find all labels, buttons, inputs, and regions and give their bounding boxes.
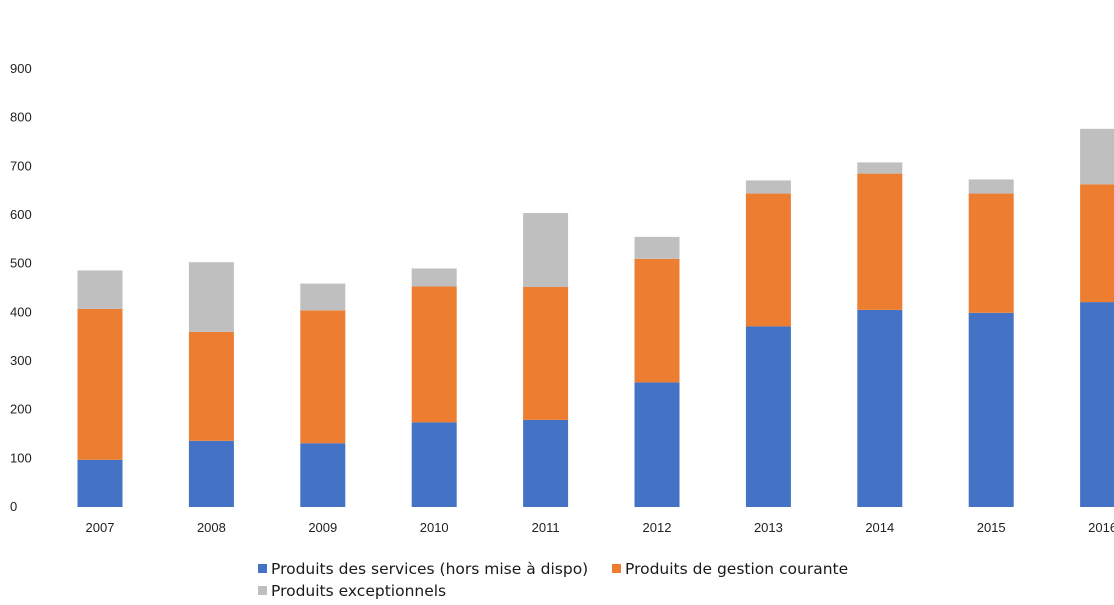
bar-segment-exceptionnels-2011 bbox=[523, 213, 569, 288]
x-axis: 2007 2008 2009 2010 2011 2012 2013 2014 2015 2016 bbox=[86, 520, 1114, 535]
bar-segment-gestion-courante-2011 bbox=[523, 287, 569, 420]
bar-segment-services-2010 bbox=[411, 422, 457, 507]
bar-segment-gestion-courante-2016 bbox=[1080, 184, 1114, 303]
bar-segment-exceptionnels-2013 bbox=[745, 180, 791, 194]
legend-label: Produits des services (hors mise à dispo… bbox=[271, 560, 588, 578]
bar-segment-services-2013 bbox=[745, 326, 791, 507]
bar-segment-gestion-courante-2008 bbox=[188, 331, 234, 441]
bar-segment-exceptionnels-2008 bbox=[188, 262, 234, 332]
bar-segment-services-2014 bbox=[857, 309, 903, 507]
legend-item-exceptionnels: Produits exceptionnels bbox=[258, 582, 446, 600]
y-tick-label: 600 bbox=[10, 207, 32, 222]
x-tick-label: 2007 bbox=[86, 520, 115, 535]
bar-stack-2010 bbox=[411, 268, 457, 507]
bar-segment-services-2009 bbox=[300, 443, 346, 507]
bar-segment-exceptionnels-2009 bbox=[300, 283, 346, 311]
x-tick-label: 2009 bbox=[308, 520, 337, 535]
bar-stack-2013 bbox=[745, 180, 791, 507]
legend-label: Produits de gestion courante bbox=[625, 560, 848, 578]
legend-item-gestion-courante: Produits de gestion courante bbox=[612, 560, 848, 578]
bar-stack-2007 bbox=[77, 270, 123, 507]
bar-stack-2009 bbox=[300, 283, 346, 507]
legend-swatch bbox=[612, 564, 621, 573]
x-tick-label: 2008 bbox=[197, 520, 226, 535]
bar-segment-services-2007 bbox=[77, 459, 123, 507]
legend-label: Produits exceptionnels bbox=[271, 582, 446, 600]
bar-stack-2011 bbox=[523, 213, 569, 507]
y-tick-label: 300 bbox=[10, 353, 32, 368]
bar-segment-exceptionnels-2015 bbox=[968, 179, 1014, 194]
y-tick-label: 900 bbox=[10, 61, 32, 76]
bar-segment-exceptionnels-2012 bbox=[634, 236, 680, 259]
bar-segment-services-2015 bbox=[968, 312, 1014, 507]
y-tick-label: 500 bbox=[10, 256, 32, 271]
bar-segment-services-2011 bbox=[523, 419, 569, 507]
bar-segment-exceptionnels-2016 bbox=[1080, 128, 1114, 185]
bar-segment-services-2012 bbox=[634, 382, 680, 507]
legend: Produits des services (hors mise à dispo… bbox=[258, 560, 848, 600]
x-tick-label: 2014 bbox=[865, 520, 894, 535]
bar-segment-gestion-courante-2013 bbox=[745, 193, 791, 327]
bar-stack-2008 bbox=[188, 262, 234, 507]
legend-swatch bbox=[258, 564, 267, 573]
y-tick-label: 700 bbox=[10, 158, 32, 173]
legend-item-services: Produits des services (hors mise à dispo… bbox=[258, 560, 588, 578]
bar-segment-gestion-courante-2015 bbox=[968, 193, 1014, 313]
bar-segment-exceptionnels-2007 bbox=[77, 270, 123, 309]
y-axis: 0 100 200 300 400 500 600 700 800 900 bbox=[10, 61, 32, 514]
bar-segment-exceptionnels-2010 bbox=[411, 268, 457, 287]
bar-stack-2012 bbox=[634, 236, 680, 507]
x-tick-label: 2013 bbox=[754, 520, 783, 535]
bar-segment-exceptionnels-2014 bbox=[857, 162, 903, 174]
bar-segment-gestion-courante-2014 bbox=[857, 173, 903, 310]
bar-stack-2015 bbox=[968, 179, 1014, 507]
x-tick-label: 2011 bbox=[532, 520, 560, 535]
bar-segment-gestion-courante-2010 bbox=[411, 286, 457, 423]
bar-segment-services-2016 bbox=[1080, 302, 1114, 507]
legend-swatch bbox=[258, 586, 267, 595]
x-tick-label: 2016 bbox=[1088, 520, 1114, 535]
y-tick-label: 200 bbox=[10, 402, 32, 417]
x-tick-label: 2010 bbox=[420, 520, 449, 535]
bars-area bbox=[77, 128, 1114, 507]
y-tick-label: 400 bbox=[10, 304, 32, 319]
y-tick-label: 800 bbox=[10, 110, 32, 125]
y-tick-label: 100 bbox=[10, 450, 32, 465]
bar-stack-2016 bbox=[1080, 128, 1114, 507]
bar-segment-gestion-courante-2009 bbox=[300, 310, 346, 444]
bar-segment-gestion-courante-2007 bbox=[77, 308, 123, 460]
x-tick-label: 2012 bbox=[643, 520, 672, 535]
y-tick-label: 0 bbox=[10, 499, 17, 514]
bar-stack-2014 bbox=[857, 162, 903, 507]
x-tick-label: 2015 bbox=[977, 520, 1006, 535]
bar-segment-gestion-courante-2012 bbox=[634, 258, 680, 383]
bar-segment-services-2008 bbox=[188, 440, 234, 507]
